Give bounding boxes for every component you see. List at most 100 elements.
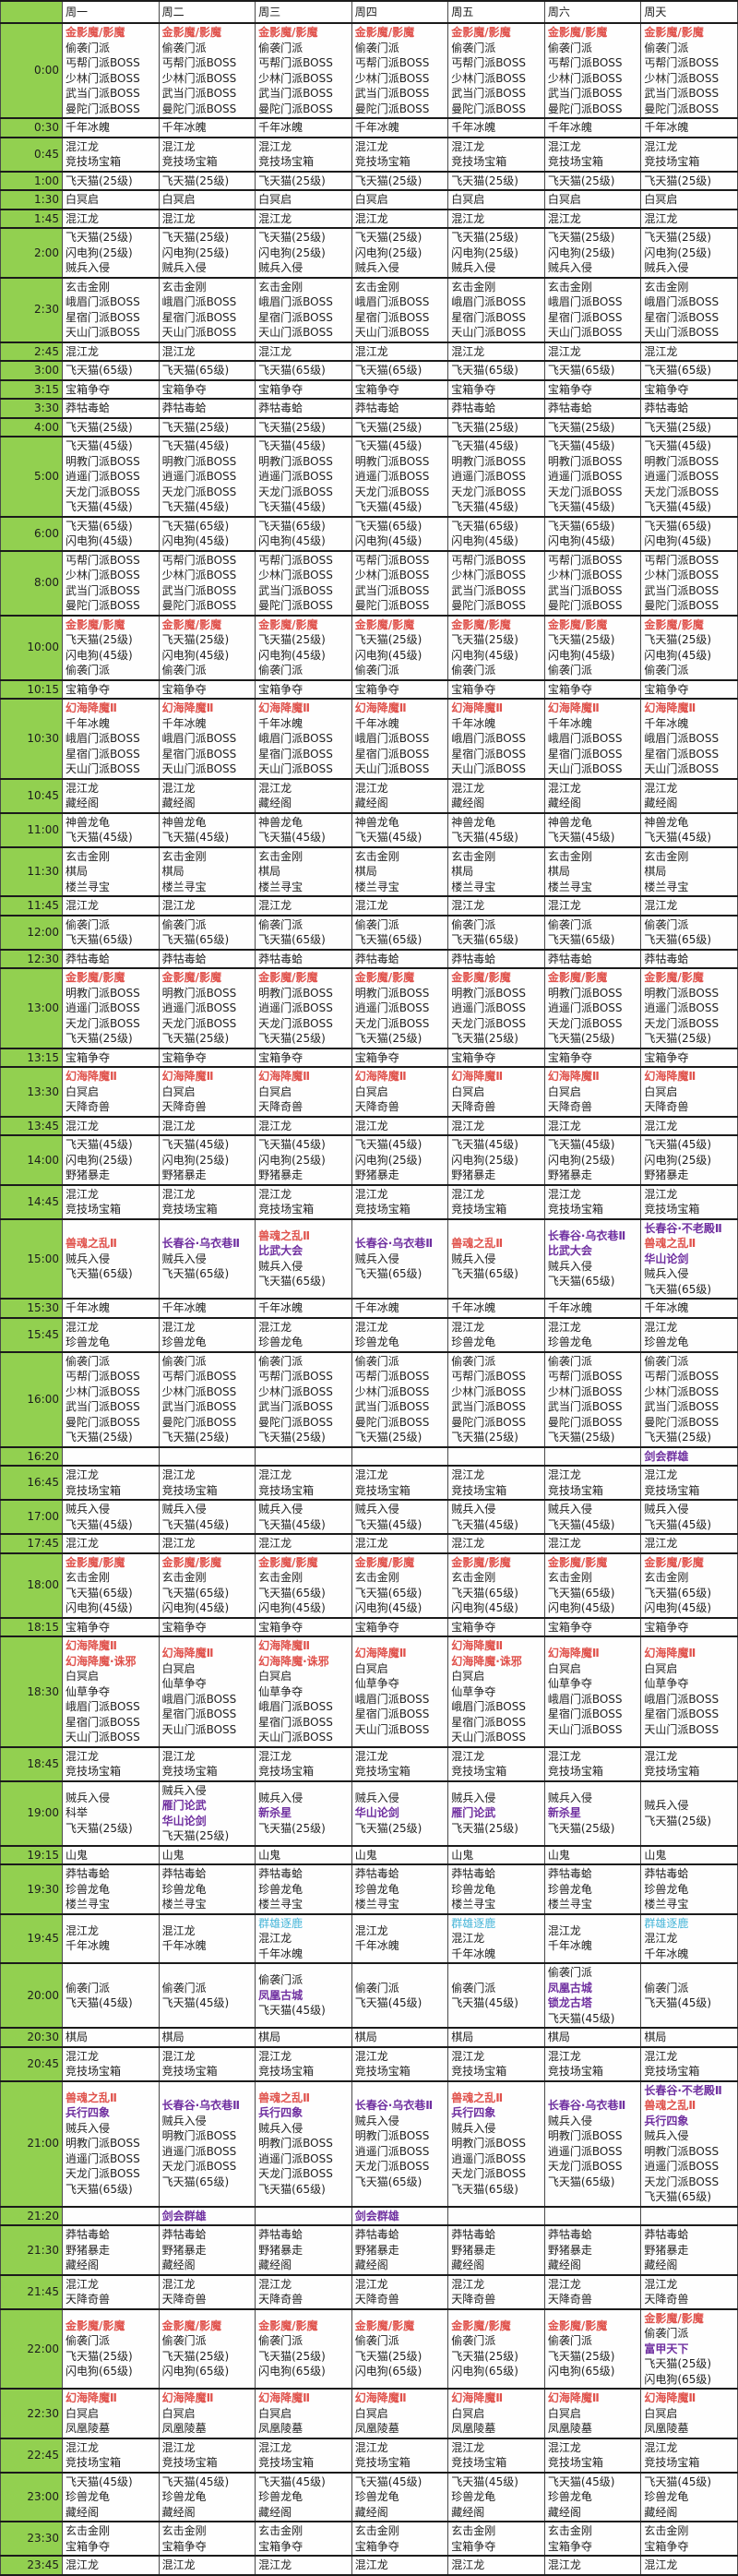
schedule-cell: 莽牯毒蛤 珍兽龙龟 楼兰寻宝 xyxy=(62,1863,160,1915)
event-label: 混江龙 xyxy=(451,781,485,795)
event-label: 兵行四象 xyxy=(644,2114,689,2127)
event-label: 金影魔/影魔 xyxy=(258,26,318,39)
event-label: 天龙门派BOSS xyxy=(354,2160,430,2173)
event-label: 珍兽龙龟 xyxy=(451,1882,496,1896)
event-label: 星宿门派BOSS xyxy=(65,1715,140,1729)
event-label: 峨眉门派BOSS xyxy=(161,295,237,308)
event-label: 武当门派BOSS xyxy=(258,1400,333,1413)
schedule-cell: 混江龙 xyxy=(543,208,642,229)
schedule-cell: 混江龙 竞技场宝箱 xyxy=(255,1465,352,1501)
schedule-cell: 混江龙 藏经阁 xyxy=(158,777,256,814)
schedule-cell: 飞天猫(25级) 闪电狗(25级) 贼兵入侵 xyxy=(640,227,738,279)
schedule-cell: 长春谷·乌衣巷Ⅱ 贼兵入侵 飞天猫(65级) xyxy=(351,1217,449,1300)
event-label: 飞天猫(45级) xyxy=(644,2474,712,2488)
event-label: 莽牯毒蛤 xyxy=(354,1867,399,1880)
event-label: 混江龙 xyxy=(451,1187,485,1201)
event-label: 曼陀门派BOSS xyxy=(65,1415,140,1429)
schedule-cell: 千年冰魄 xyxy=(255,1298,352,1319)
schedule-cell: 混江龙 xyxy=(351,341,449,362)
event-label: 偷袭门派 xyxy=(258,917,304,931)
event-label: 莽牯毒蛤 xyxy=(644,401,689,414)
event-label: 混江龙 xyxy=(258,1320,292,1334)
event-label: 藏经阁 xyxy=(547,2258,581,2271)
schedule-cell: 混江龙 竞技场宝箱 xyxy=(255,2437,352,2474)
event-label: 武当门派BOSS xyxy=(65,87,140,100)
event-label: 偷袭门派 xyxy=(354,1981,399,1995)
event-label: 莽牯毒蛤 xyxy=(354,2228,399,2241)
event-label: 楼兰寻宝 xyxy=(547,880,592,893)
schedule-cell: 金影魔/影魔 偷袭门派 丐帮门派BOSS 少林门派BOSS 武当门派BOSS 曼陀门派BO… xyxy=(640,22,738,119)
event-label: 剑会群雄 xyxy=(354,2209,399,2223)
event-label: 闪电狗(65级) xyxy=(354,2365,423,2378)
schedule-cell: 飞天猫(45级) 闪电狗(25级) 野猪暴走 xyxy=(543,1134,642,1186)
event-label: 偷袭门派 xyxy=(161,664,207,677)
event-label: 贼兵入侵 xyxy=(65,1252,111,1265)
schedule-cell: 金影魔/影魔 玄击金刚 飞天猫(65级) 闪电狗(45级) xyxy=(543,1552,642,1619)
event-label: 偷袭门派 xyxy=(65,1981,111,1995)
schedule-cell: 飞天猫(45级) 珍兽龙龟 藏经阁 xyxy=(543,2471,642,2522)
schedule-cell: 金影魔/影魔 飞天猫(25级) 闪电狗(45级) 偷袭门派 xyxy=(158,614,256,681)
event-label: 偷袭门派 xyxy=(354,1354,399,1368)
event-label: 混江龙 xyxy=(644,211,678,225)
schedule-cell: 飞天猫(65级) 闪电狗(45级) xyxy=(351,515,449,552)
event-label: 野猪暴走 xyxy=(161,2243,207,2257)
schedule-cell: 剑会群雄 xyxy=(158,2205,256,2226)
schedule-cell: 飞天猫(25级) xyxy=(543,170,642,191)
event-label: 混江龙 xyxy=(258,344,292,358)
schedule-cell: 飞天猫(45级) 闪电狗(25级) 野猪暴走 xyxy=(255,1134,352,1186)
event-label: 棋局 xyxy=(354,2031,377,2043)
event-label: 偷袭门派 xyxy=(65,1354,111,1368)
event-label: 混江龙 xyxy=(451,1119,485,1132)
table-row: 18:15 宝箱争夺 宝箱争夺 宝箱争夺 宝箱争夺 宝箱争夺 宝箱争夺 宝箱争夺 xyxy=(0,1616,738,1637)
schedule-cell: 偷袭门派 丐帮门派BOSS 少林门派BOSS 武当门派BOSS 曼陀门派BOSS 飞天猫(… xyxy=(255,1350,352,1448)
event-label: 偷袭门派 xyxy=(451,664,496,677)
schedule-cell: 混江龙 xyxy=(158,1533,256,1554)
event-label: 混江龙 xyxy=(65,1923,100,1937)
event-label: 闪电狗(65级) xyxy=(451,2365,518,2378)
table-row: 22:45 混江龙 竞技场宝箱 混江龙 竞技场宝箱 混江龙 竞技场宝箱 混江龙 竞技场宝箱 混江龙… xyxy=(0,2437,738,2474)
table-row: 16:45 混江龙 竞技场宝箱 混江龙 竞技场宝箱 混江龙 竞技场宝箱 混江龙 竞技场宝箱 混江龙… xyxy=(0,1465,738,1501)
time-cell: 13:00 xyxy=(0,967,63,1049)
schedule-cell: 幻海降魔Ⅱ 千年冰魄 峨眉门派BOSS 星宿门派BOSS 天山门派BOSS xyxy=(447,698,545,780)
event-label: 混江龙 xyxy=(354,1187,388,1201)
event-label: 飞天猫(45级) xyxy=(258,1517,326,1531)
event-label: 幻海降魔Ⅱ xyxy=(161,1647,214,1660)
event-label: 藏经阁 xyxy=(354,2258,388,2271)
table-row: 14:00 飞天猫(45级) 闪电狗(25级) 野猪暴走 飞天猫(45级) 闪电狗(25级… xyxy=(0,1134,738,1186)
event-label: 贼兵入侵 xyxy=(354,261,399,274)
event-label: 野猪暴走 xyxy=(161,1168,207,1181)
event-label: 闪电狗(45级) xyxy=(644,534,712,547)
event-label: 金影魔/影魔 xyxy=(161,26,221,39)
event-label: 闪电狗(45级) xyxy=(65,648,133,662)
event-label: 飞天猫(65级) xyxy=(644,2190,712,2203)
event-label: 飞天猫(25级) xyxy=(161,633,230,646)
time-cell: 13:45 xyxy=(0,1115,63,1136)
schedule-cell: 神兽龙龟 飞天猫(45级) xyxy=(543,811,642,848)
schedule-cell: 混江龙 竞技场宝箱 xyxy=(640,1183,738,1220)
event-label: 丐帮门派BOSS xyxy=(258,1370,333,1383)
event-label: 混江龙 xyxy=(65,781,100,795)
event-label: 金影魔/影魔 xyxy=(547,2318,608,2332)
event-label: 飞天猫(25级) xyxy=(547,231,615,244)
event-label: 武当门派BOSS xyxy=(161,583,237,597)
event-label: 仙草争夺 xyxy=(451,1684,496,1698)
event-label: 混江龙 xyxy=(547,211,581,225)
event-label: 混江龙 xyxy=(354,1468,388,1481)
schedule-cell: 混江龙 珍兽龙龟 xyxy=(158,1316,256,1353)
schedule-cell: 飞天猫(65级) xyxy=(62,360,160,381)
event-label: 曼陀门派BOSS xyxy=(644,102,720,115)
event-label: 贼兵入侵 xyxy=(258,2121,304,2135)
schedule-cell: 偷袭门派 丐帮门派BOSS 少林门派BOSS 武当门派BOSS 曼陀门派BOSS 飞天猫(… xyxy=(62,1350,160,1448)
table-row: 3:15 宝箱争夺 宝箱争夺 宝箱争夺 宝箱争夺 宝箱争夺 宝箱争夺 宝箱争夺 xyxy=(0,378,738,400)
event-label: 白冥启 xyxy=(451,1084,485,1098)
event-label: 星宿门派BOSS xyxy=(65,310,140,324)
event-label: 幻海降魔Ⅱ xyxy=(547,1647,600,1660)
event-label: 天山门派BOSS xyxy=(644,326,720,339)
event-label: 混江龙 xyxy=(451,1320,485,1334)
event-label: 明教门派BOSS xyxy=(547,986,623,1000)
event-label: 藏经阁 xyxy=(354,797,388,809)
schedule-cell: 棋局 xyxy=(62,2027,160,2048)
table-row: 20:00 偷袭门派 飞天猫(45级) 偷袭门派 飞天猫(45级) 偷袭门派 凤凰古城 飞天猫… xyxy=(0,1962,738,2029)
event-label: 逍遥门派BOSS xyxy=(547,1001,623,1014)
event-label: 偷袭门派 xyxy=(65,917,111,931)
